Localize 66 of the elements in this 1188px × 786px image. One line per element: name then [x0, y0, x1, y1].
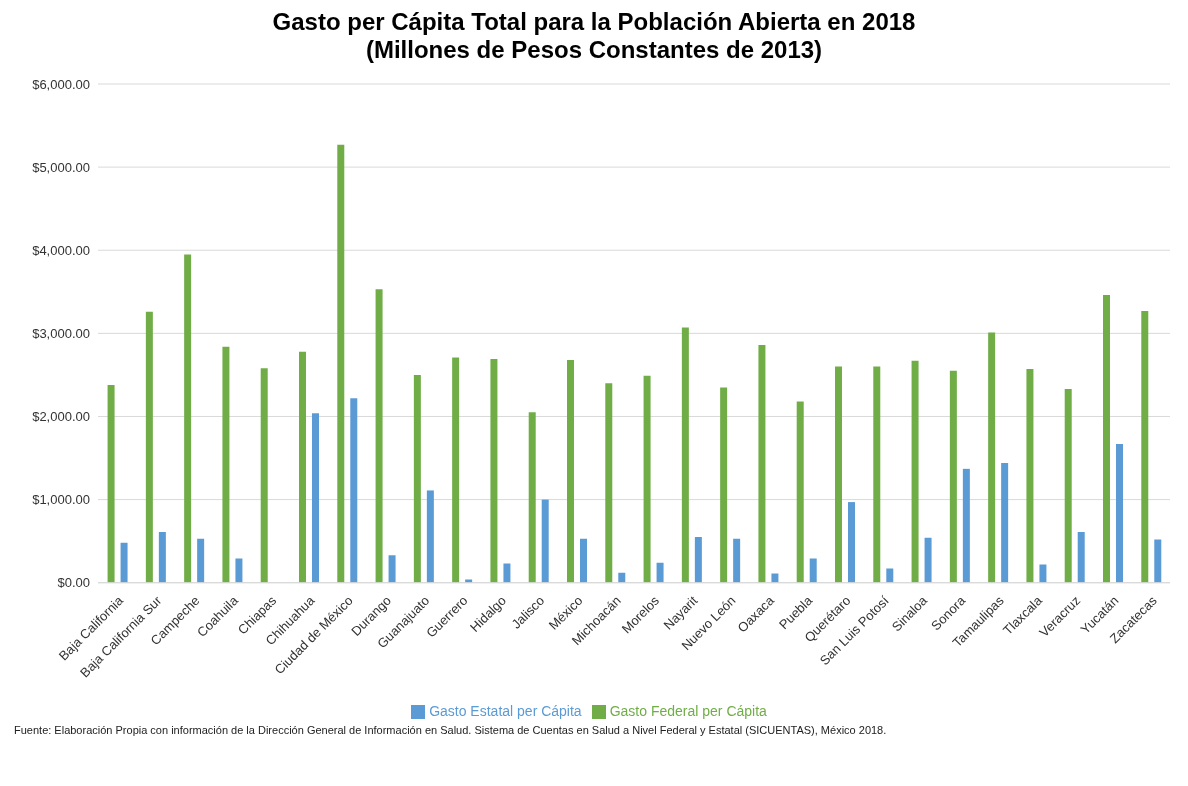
bar — [490, 359, 498, 583]
bar — [158, 532, 166, 583]
bar — [1141, 310, 1149, 583]
bar — [848, 502, 855, 583]
legend-label: Gasto Estatal per Cápita — [429, 702, 582, 719]
bar — [1001, 463, 1009, 583]
bar — [643, 375, 651, 583]
bar — [758, 344, 766, 583]
bar — [528, 412, 536, 583]
legend-label: Gasto Federal per Cápita — [609, 702, 767, 719]
bar — [580, 538, 587, 583]
bar — [452, 357, 460, 583]
bar — [235, 558, 243, 583]
bar — [656, 562, 664, 583]
bar — [312, 413, 319, 583]
bar — [924, 537, 932, 583]
bar — [962, 468, 970, 583]
bar — [720, 387, 728, 583]
chart-title: Gasto per Cápita Total para la Población Abierta en 2018 — [271, 8, 917, 36]
y-tick-label: $6,000.00 — [32, 76, 90, 92]
bar — [184, 254, 192, 583]
bar — [260, 368, 268, 583]
source-note: Fuente: Elaboración Propia con información de la Dirección General de Información en Salud. Sistema de Cuentas en Salud a Nivel Federal y Estatal (SICUENTAS), México 2018. — [14, 724, 888, 736]
bar — [375, 289, 383, 583]
bar — [1026, 369, 1034, 583]
bar — [605, 383, 613, 583]
bar — [796, 401, 804, 583]
bar — [222, 346, 230, 583]
bar — [299, 351, 306, 583]
bar — [911, 360, 919, 583]
bar — [1103, 295, 1110, 583]
bar — [809, 558, 817, 583]
bar — [886, 568, 894, 583]
y-tick-label: $3,000.00 — [32, 325, 90, 341]
bar — [988, 332, 996, 583]
bar — [1039, 564, 1047, 583]
y-tick-label: $2,000.00 — [32, 409, 90, 425]
bar — [618, 572, 626, 583]
bar — [337, 144, 345, 583]
bar — [873, 366, 881, 583]
bar — [1064, 389, 1072, 583]
bar — [1077, 532, 1085, 583]
y-tick-label: $5,000.00 — [32, 159, 90, 175]
y-tick-label: $4,000.00 — [32, 242, 90, 258]
bar — [949, 370, 957, 583]
bar — [107, 384, 115, 583]
bar — [681, 327, 689, 583]
bar — [145, 311, 153, 583]
bar — [1154, 539, 1162, 583]
bar — [733, 538, 741, 583]
bar — [503, 563, 511, 583]
bar — [694, 536, 702, 583]
bar — [835, 366, 842, 583]
bar — [388, 555, 396, 583]
bar — [1116, 443, 1123, 583]
bar — [426, 490, 434, 583]
bar — [350, 398, 358, 583]
y-tick-label: $1,000.00 — [32, 492, 90, 508]
bar — [465, 579, 473, 583]
bar — [413, 374, 421, 583]
bar — [541, 499, 549, 583]
bar — [567, 359, 574, 583]
bar — [197, 538, 205, 583]
chart-subtitle: (Millones de Pesos Constantes de 2013) — [364, 36, 824, 64]
y-tick-label: $0.00 — [57, 575, 90, 591]
bar — [120, 542, 128, 583]
